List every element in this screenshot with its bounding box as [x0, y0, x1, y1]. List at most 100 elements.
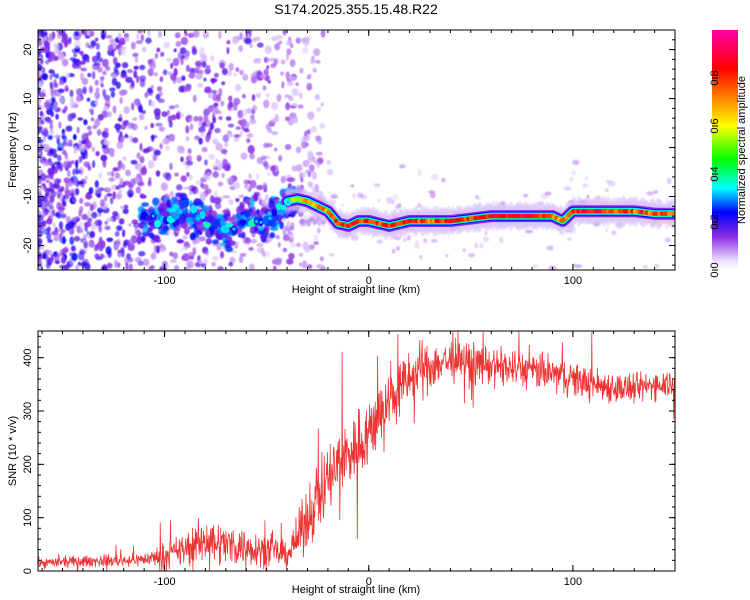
spectrogram-point	[155, 93, 161, 101]
spectrogram-point	[42, 228, 50, 235]
spectrogram-point	[188, 200, 193, 206]
spectrogram-point	[38, 258, 42, 267]
spectrogram-point	[201, 146, 208, 153]
spectrogram-point	[116, 128, 120, 133]
spectrogram-point	[479, 242, 484, 249]
spectrogram-point	[298, 252, 304, 257]
spectrogram-point	[299, 218, 307, 227]
spectrogram-point	[168, 133, 176, 142]
spectrogram-point	[239, 32, 243, 40]
spectrogram-point	[157, 98, 165, 103]
spectrogram-point	[128, 184, 134, 190]
spectrogram-point	[72, 198, 77, 203]
spectrogram-point	[141, 110, 146, 114]
spectrogram-point	[66, 72, 70, 79]
spectrogram-point	[280, 71, 285, 76]
spectrogram-point	[79, 155, 83, 162]
spectrogram-point	[326, 159, 331, 165]
spectrogram-point	[124, 133, 128, 138]
spectrogram-point	[184, 85, 192, 92]
spectrogram-point	[170, 259, 177, 264]
spectrogram-point	[83, 214, 89, 220]
spectrogram-point	[269, 226, 279, 231]
spectrogram-point	[218, 233, 228, 239]
spectrogram-point	[100, 240, 106, 249]
spectrogram-point	[273, 265, 277, 270]
spectrogram-point	[54, 228, 61, 233]
spectrogram-point	[328, 253, 335, 257]
spectrogram-point	[312, 219, 318, 225]
spectrogram-point	[163, 264, 170, 269]
spectrogram-point	[475, 197, 482, 201]
spectrogram-point	[84, 175, 88, 181]
spectrogram-point	[247, 145, 255, 154]
spectrogram-point	[75, 188, 80, 196]
spectrogram-point	[53, 102, 57, 111]
spectrogram-point	[62, 235, 66, 245]
spectrogram-point	[251, 94, 256, 102]
spectrogram-point	[180, 156, 184, 163]
spectrogram-point	[43, 208, 51, 213]
spectrogram-point	[41, 73, 49, 81]
spectrogram-point	[172, 57, 180, 67]
spectrogram-point	[342, 233, 346, 240]
spectrogram-point	[133, 222, 141, 229]
spectrogram-point	[97, 207, 104, 213]
spectrogram-point	[250, 75, 258, 84]
spectrogram-point	[430, 173, 439, 181]
spectrogram-point	[84, 202, 91, 207]
spectrogram-point	[41, 131, 46, 136]
spectrogram-point	[109, 197, 114, 205]
spectrogram-point	[137, 260, 144, 266]
spectrogram-point	[234, 83, 242, 92]
spectrogram-point	[386, 197, 393, 204]
spectrogram-point	[155, 245, 160, 254]
ridge-core	[185, 217, 193, 223]
ridge-core	[244, 211, 251, 218]
spectrogram-point	[242, 108, 248, 117]
spectrogram-point	[38, 188, 42, 197]
spectrogram-point	[255, 59, 262, 64]
spectrogram-point	[417, 203, 422, 209]
ridge-core	[178, 210, 182, 214]
spectrogram-point	[105, 246, 112, 255]
spectrogram-point	[316, 161, 320, 169]
spectrogram-point	[120, 48, 126, 56]
spectrogram-point	[215, 94, 222, 102]
spectrogram-point	[214, 202, 222, 210]
spectrogram-point	[123, 242, 127, 248]
spectrogram-point	[264, 45, 272, 54]
spectrogram-point	[127, 239, 133, 246]
spectrogram-point	[222, 195, 231, 199]
spectrogram-point	[38, 31, 41, 37]
spectrogram-point	[122, 229, 126, 238]
spectrogram-point	[290, 43, 294, 49]
spectrogram-point	[225, 246, 234, 253]
spectrogram-point	[150, 85, 154, 89]
spectrogram-point	[53, 182, 60, 189]
spectrogram-point	[122, 120, 129, 126]
spectrogram-point	[238, 255, 244, 264]
spectrogram-point	[104, 225, 111, 231]
spectrogram-point	[165, 145, 170, 151]
spectrogram-point	[144, 126, 148, 130]
spectrogram-point	[206, 189, 212, 195]
spectrogram-point	[234, 134, 241, 138]
spectrogram-point	[287, 183, 292, 189]
spectrogram-point	[135, 186, 141, 194]
spectrogram-point	[55, 46, 60, 54]
spectrogram-point	[109, 151, 115, 158]
spectrogram-point	[204, 250, 210, 256]
spectrogram-point	[224, 140, 228, 148]
spectrogram-point	[38, 180, 42, 185]
spectrogram-point	[57, 208, 64, 214]
spectrogram-point	[175, 112, 181, 120]
spectrogram-point	[195, 180, 202, 185]
spectrogram-point	[187, 263, 191, 270]
spectrogram-point	[537, 201, 544, 206]
spectrogram-point	[69, 101, 77, 109]
spectrogram-point	[318, 190, 323, 196]
spectrogram-point	[86, 97, 91, 102]
spectrogram-point	[350, 184, 355, 188]
spectrogram-point	[51, 209, 56, 217]
